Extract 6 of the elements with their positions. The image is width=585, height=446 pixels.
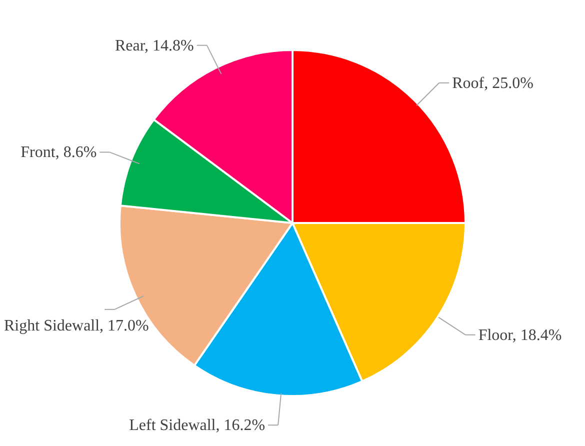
slice-label: Floor, 18.4% [478,326,562,344]
slice-label: Left Sidewall, 16.2% [129,417,266,434]
slice-label: Rear, 14.8% [114,37,194,54]
slice-label: Roof, 25.0% [452,74,534,92]
slice-label: Right Sidewall, 17.0% [4,317,149,334]
slice-label: Front, 8.6% [20,144,97,162]
